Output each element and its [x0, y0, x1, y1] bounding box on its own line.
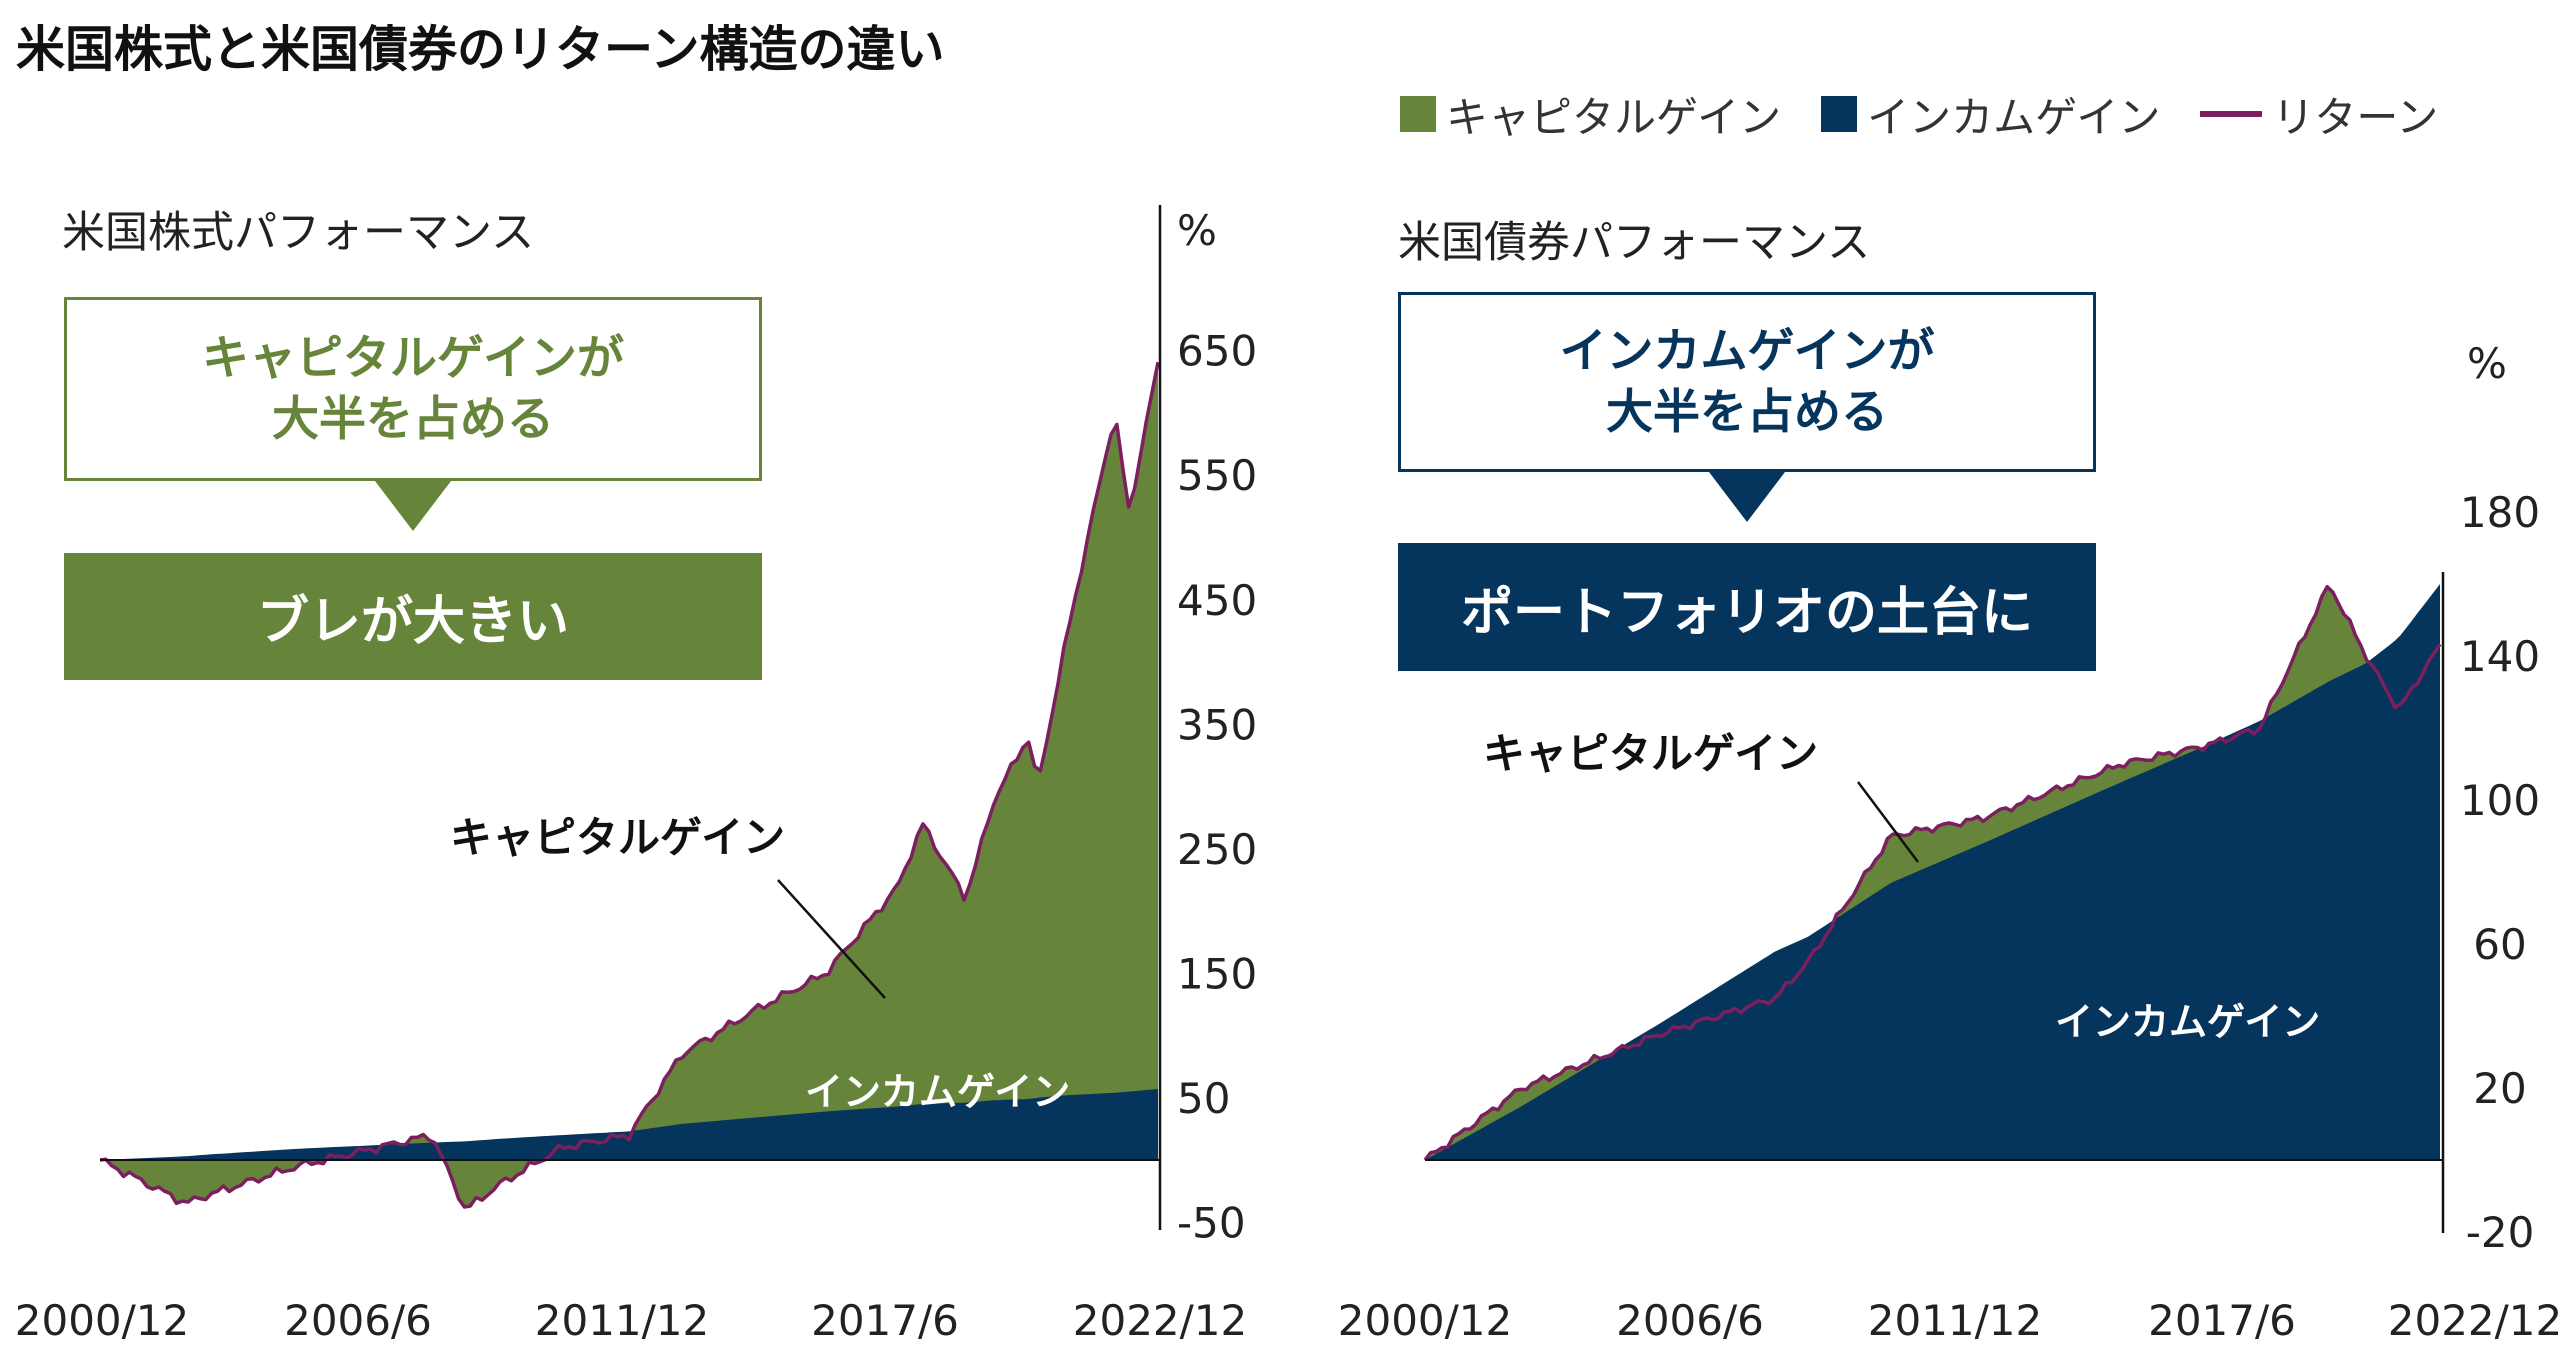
y-unit-label: % [2467, 339, 2507, 388]
bonds-callout-arrow [1709, 472, 1785, 522]
stocks-callout-line2: 大半を占める [272, 392, 554, 447]
x-tick-label: 2022/12 [2388, 1296, 2560, 1345]
y-unit-label: % [1177, 206, 1217, 255]
bonds-banner: ポートフォリオの土台に [1398, 543, 2096, 671]
capital-gain-area [100, 362, 1158, 1207]
x-tick-label: 2017/6 [811, 1296, 959, 1345]
bonds-capital-label: キャピタルゲイン [1483, 729, 1818, 778]
stocks-callout: キャピタルゲインが 大半を占める [64, 297, 762, 481]
x-tick-label: 2011/12 [535, 1296, 709, 1345]
y-tick-label: 60 [2473, 920, 2526, 969]
y-tick-label: -20 [2466, 1208, 2535, 1257]
stocks-callout-arrow [375, 481, 451, 531]
legend: キャピタルゲイン インカムゲイン リターン [1400, 84, 2438, 144]
x-tick-label: 2006/6 [284, 1296, 432, 1345]
stocks-panel-title: 米国株式パフォーマンス [62, 208, 535, 258]
stocks-callout-line1: キャピタルゲインが [201, 330, 625, 386]
y-tick-label: 50 [1177, 1074, 1230, 1123]
stocks-income-label: インカムゲイン [805, 1070, 1070, 1114]
x-tick-label: 2022/12 [1073, 1296, 1247, 1345]
bonds-panel-title: 米国債券パフォーマンス [1398, 218, 1871, 268]
y-tick-label: 180 [2460, 488, 2540, 537]
y-tick-label: 100 [2460, 776, 2540, 825]
x-tick-label: 2017/6 [2148, 1296, 2296, 1345]
bonds-callout-line1: インカムゲインが [1559, 323, 1935, 379]
legend-label-capital: キャピタルゲイン [1446, 92, 1782, 142]
y-tick-label: 250 [1177, 825, 1257, 874]
stocks-banner: ブレが大きい [64, 553, 762, 680]
stocks-capital-label: キャピタルゲイン [450, 813, 785, 862]
bonds-callout-line2: 大半を占める [1606, 385, 1888, 440]
return-line [1423, 584, 2442, 1162]
income-gain-area [100, 1089, 1158, 1160]
income-gain-area [1425, 584, 2440, 1160]
x-tick-label: 2000/12 [1338, 1296, 1512, 1345]
legend-swatch-income [1821, 96, 1858, 132]
y-tick-label: 450 [1177, 576, 1257, 625]
bonds-chart: % 180 140 100 60 20 -20 2000/12 2006/6 2011/12 201… [1338, 339, 2560, 1345]
y-tick-label: 550 [1177, 451, 1257, 500]
y-tick-label: 150 [1177, 949, 1257, 998]
bonds-capital-pointer [1857, 781, 1919, 863]
legend-label-return: リターン [2272, 92, 2439, 142]
x-tick-label: 2006/6 [1616, 1296, 1764, 1345]
y-tick-label: 140 [2460, 632, 2540, 681]
legend-swatch-return [2200, 111, 2263, 117]
page-title: 米国株式と米国債券のリターン構造の違い [16, 20, 945, 78]
stocks-capital-pointer [777, 879, 886, 999]
x-tick-label: 2000/12 [15, 1296, 189, 1345]
y-tick-label: 350 [1177, 700, 1257, 749]
legend-swatch-capital [1400, 96, 1436, 132]
x-tick-label: 2011/12 [1868, 1296, 2042, 1345]
y-tick-label: -50 [1177, 1198, 1246, 1247]
bonds-income-label: インカムゲイン [2055, 1000, 2320, 1044]
legend-label-income: インカムゲイン [1867, 92, 2161, 142]
return-line [99, 361, 1160, 1209]
stocks-chart: % 650 550 450 350 250 150 50 -50 2000/12 2006/6 201… [15, 205, 1257, 1345]
y-tick-label: 650 [1177, 327, 1257, 376]
y-tick-label: 20 [2473, 1064, 2526, 1113]
bonds-callout: インカムゲインが 大半を占める [1398, 292, 2096, 472]
